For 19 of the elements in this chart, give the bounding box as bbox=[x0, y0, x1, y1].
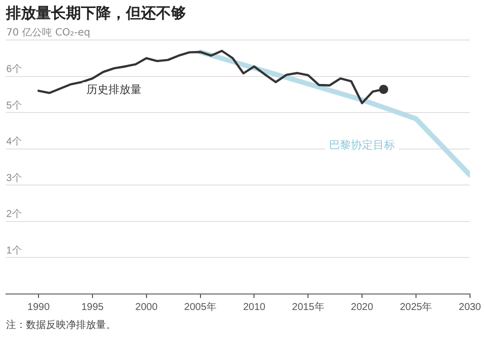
x-tick-label: 2015年 bbox=[292, 300, 324, 313]
text: 注：数据反映净排放量。 bbox=[6, 318, 116, 332]
series-label: 历史排放量 bbox=[86, 83, 142, 96]
text: 巴黎协定目标 bbox=[329, 138, 396, 152]
x-tick-label: 2030 bbox=[458, 302, 482, 313]
x-tick-label: 1990 bbox=[27, 302, 50, 313]
y-tick-label: 5个 bbox=[6, 99, 22, 112]
x-tick-label: 2005年 bbox=[184, 300, 216, 313]
x-tick-label: 2020 bbox=[350, 302, 374, 313]
y-tick-label: 2个 bbox=[6, 208, 22, 220]
chart-title: 排放量长期下降，但还不够 bbox=[6, 4, 186, 23]
y-tick-label: 1个 bbox=[6, 244, 22, 256]
x-tick-label: 2010 bbox=[243, 302, 266, 313]
x-tick-label: 1995 bbox=[81, 302, 104, 313]
y-tick-label: 6个 bbox=[6, 63, 22, 76]
x-tick-label: 2000 bbox=[135, 302, 158, 313]
y-tick-label: 3个 bbox=[6, 172, 22, 184]
x-tick-label: 2025年 bbox=[400, 300, 432, 313]
y-tick-label: 4个 bbox=[6, 136, 22, 148]
